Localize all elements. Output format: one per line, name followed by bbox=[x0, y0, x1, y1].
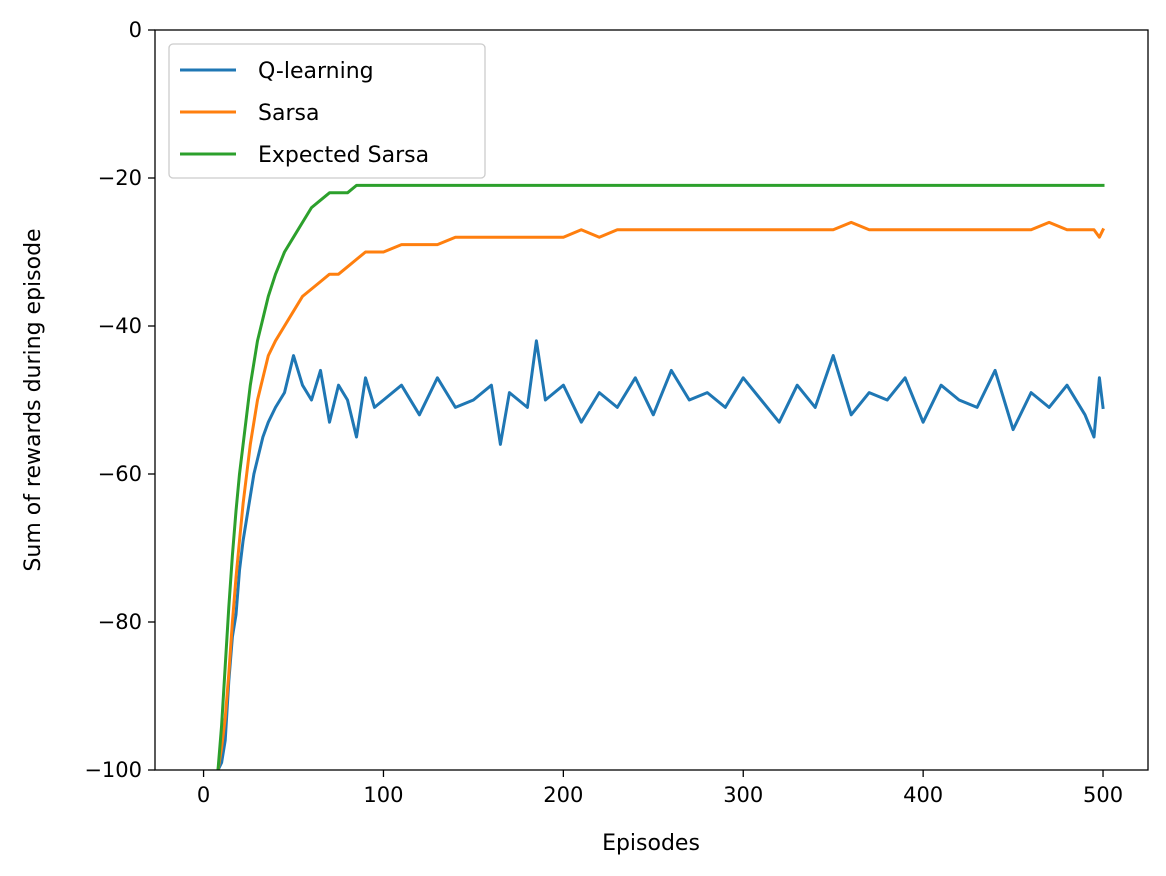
y-tick-label: 0 bbox=[129, 18, 142, 42]
legend: Q-learning Sarsa Expected Sarsa bbox=[168, 43, 486, 179]
y-axis-ticks: −100 −80 −60 −40 −20 0 bbox=[84, 18, 155, 782]
x-tick-label: 200 bbox=[543, 783, 583, 807]
x-tick-label: 500 bbox=[1083, 783, 1123, 807]
series-line-0 bbox=[216, 339, 1105, 770]
plot-frame bbox=[154, 29, 1149, 771]
x-tick-label: 100 bbox=[363, 783, 403, 807]
series-line-1 bbox=[216, 220, 1106, 770]
y-tick-label: −40 bbox=[98, 314, 142, 338]
legend-box bbox=[168, 43, 486, 179]
y-tick-label: −20 bbox=[98, 166, 142, 190]
legend-label-1: Sarsa bbox=[258, 101, 319, 126]
y-tick-label: −60 bbox=[98, 462, 142, 486]
legend-label-2: Expected Sarsa bbox=[258, 143, 429, 168]
legend-label-0: Q-learning bbox=[258, 59, 374, 84]
x-axis-label: Episodes bbox=[602, 831, 700, 856]
y-axis-label: Sum of rewards during episode bbox=[21, 228, 46, 571]
x-tick-label: 300 bbox=[723, 783, 763, 807]
series-line-2 bbox=[216, 183, 1105, 770]
legend-items: Q-learning Sarsa Expected Sarsa bbox=[180, 59, 429, 168]
x-tick-label: 400 bbox=[903, 783, 943, 807]
x-axis-ticks: 0 100 200 300 400 500 bbox=[197, 770, 1123, 807]
x-tick-label: 0 bbox=[197, 783, 210, 807]
y-tick-label: −100 bbox=[84, 758, 142, 782]
y-tick-label: −80 bbox=[98, 610, 142, 634]
series-layer bbox=[216, 183, 1106, 770]
